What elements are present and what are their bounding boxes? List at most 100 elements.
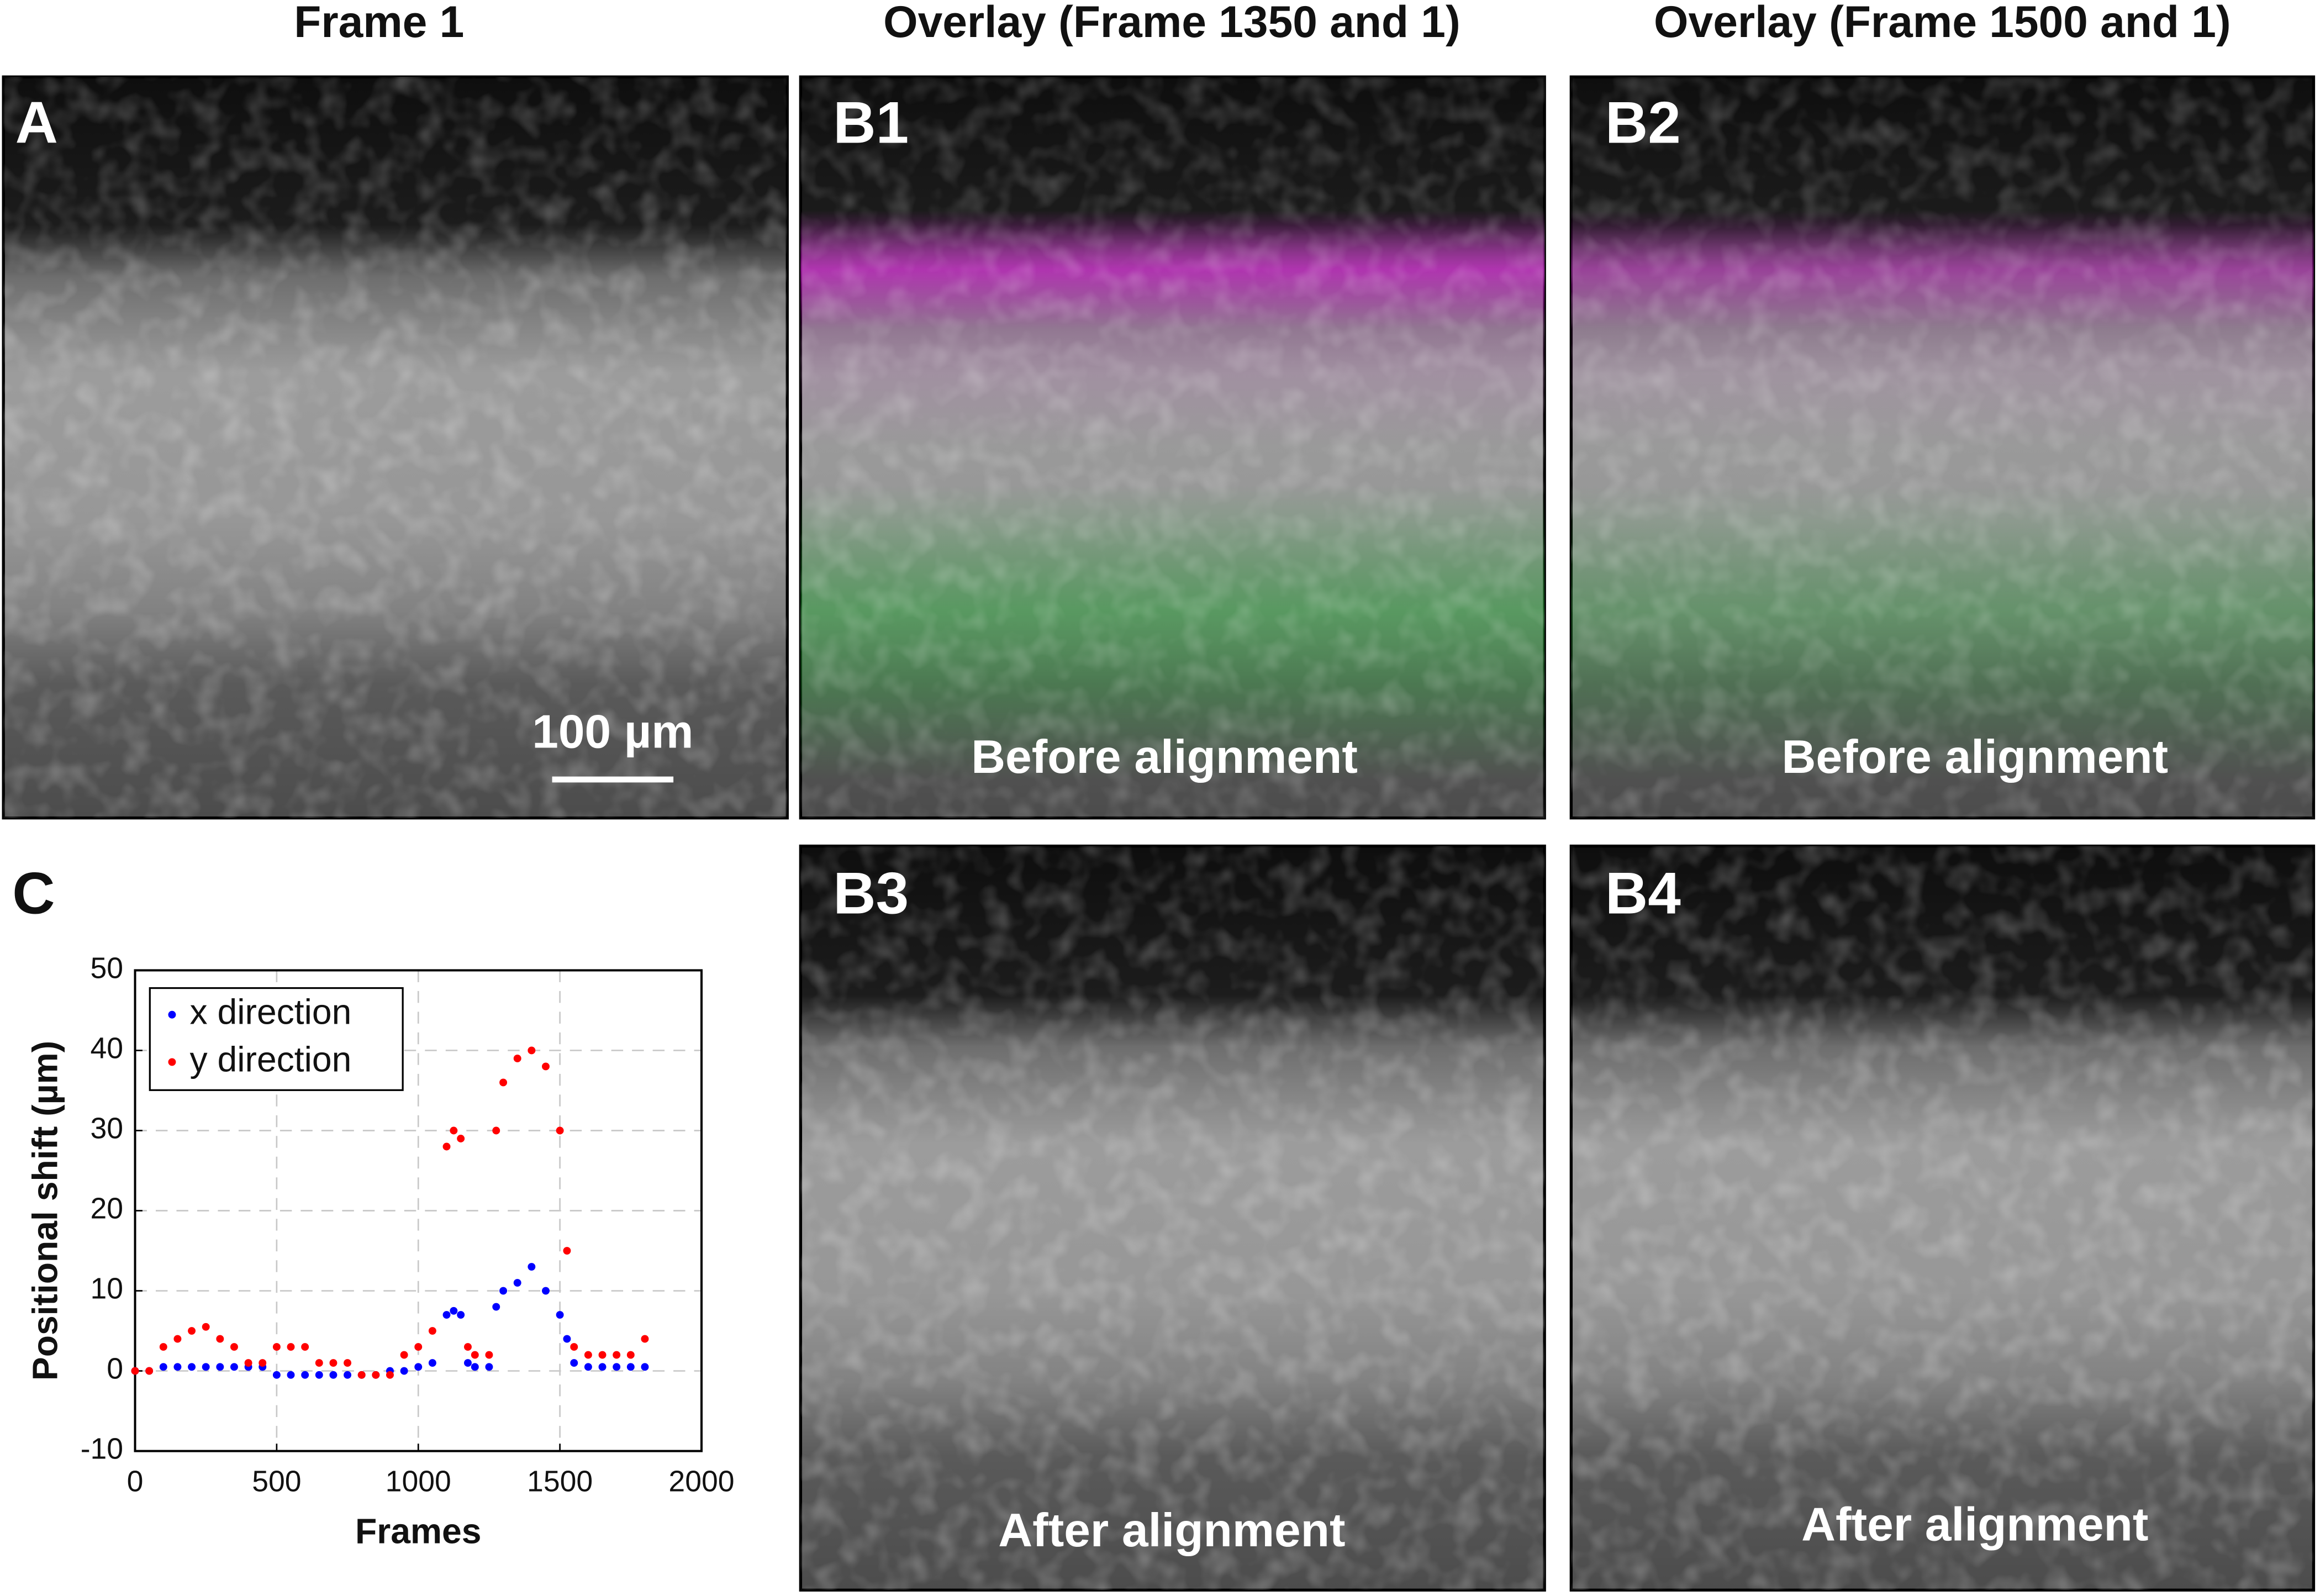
point <box>173 1335 182 1343</box>
point <box>315 1371 323 1379</box>
point <box>499 1287 508 1295</box>
point <box>344 1359 352 1367</box>
column-title: Overlay (Frame 1500 and 1) <box>1654 0 2231 47</box>
point <box>570 1343 578 1351</box>
point <box>202 1363 210 1371</box>
point <box>442 1311 451 1319</box>
panel-a: A 100 µm <box>2 75 789 820</box>
point <box>528 1046 536 1055</box>
x-tick-label: 500 <box>252 1466 301 1498</box>
caption: Before alignment <box>1781 730 2168 783</box>
point <box>556 1311 564 1319</box>
point <box>301 1343 309 1351</box>
point <box>641 1363 649 1371</box>
point <box>372 1371 380 1379</box>
point <box>344 1371 352 1379</box>
point <box>400 1351 408 1359</box>
point <box>244 1359 252 1367</box>
panel-label: C <box>12 860 55 926</box>
x-tick-label: 1000 <box>386 1466 451 1498</box>
point <box>513 1279 521 1287</box>
plot-frame <box>134 969 703 1452</box>
legend-marker <box>168 1010 176 1019</box>
point <box>145 1367 154 1375</box>
panel-b1: B1 Before alignment <box>799 75 1546 820</box>
point <box>471 1363 479 1371</box>
image-texture <box>800 77 1545 818</box>
point <box>272 1371 281 1379</box>
point <box>159 1363 167 1371</box>
scale-bar-label: 100 µm <box>532 705 693 758</box>
point <box>287 1343 295 1351</box>
y-tick-label: -10 <box>81 1433 123 1466</box>
point <box>131 1367 139 1375</box>
point <box>287 1371 295 1379</box>
point <box>613 1351 621 1359</box>
column-title: Overlay (Frame 1350 and 1) <box>883 0 1460 47</box>
point <box>301 1371 309 1379</box>
x-tick-label: 1500 <box>527 1466 593 1498</box>
point <box>584 1351 592 1359</box>
point <box>442 1142 451 1151</box>
panel-label: A <box>15 89 58 156</box>
y-tick-label: 10 <box>91 1273 124 1305</box>
point <box>471 1351 479 1359</box>
x-tick-label: 0 <box>127 1466 144 1498</box>
x-axis-label: Frames <box>355 1511 482 1551</box>
point <box>216 1335 224 1343</box>
point <box>485 1351 493 1359</box>
point <box>626 1363 635 1371</box>
point <box>457 1311 465 1319</box>
caption: After alignment <box>998 1504 1345 1557</box>
point <box>641 1335 649 1343</box>
point <box>428 1327 436 1335</box>
point <box>563 1335 571 1343</box>
image-texture <box>1571 846 2314 1590</box>
point <box>329 1371 338 1379</box>
y-tick-label: 40 <box>91 1033 124 1065</box>
point <box>173 1363 182 1371</box>
point <box>386 1371 394 1379</box>
point <box>499 1078 508 1087</box>
point <box>513 1054 521 1062</box>
panel-label: B3 <box>833 860 909 926</box>
point <box>188 1363 196 1371</box>
point <box>259 1359 267 1367</box>
point <box>272 1343 281 1351</box>
legend-box <box>149 987 404 1091</box>
point <box>626 1351 635 1359</box>
point <box>570 1359 578 1367</box>
point <box>216 1363 224 1371</box>
point <box>485 1363 493 1371</box>
y-axis-label: Positional shift (µm) <box>25 1041 65 1381</box>
point <box>528 1263 536 1271</box>
point <box>584 1363 592 1371</box>
point <box>464 1359 472 1367</box>
panel-label: B2 <box>1605 89 1681 156</box>
image-texture <box>1571 77 2314 818</box>
point <box>450 1126 458 1135</box>
panel-b2: B2 Before alignment <box>1569 75 2316 820</box>
panel-b4: B4 After alignment <box>1569 844 2316 1592</box>
point <box>457 1135 465 1142</box>
legend-label: x direction <box>190 992 352 1032</box>
point <box>492 1303 500 1311</box>
y-tick-label: 0 <box>107 1353 123 1386</box>
y-tick-label: 50 <box>91 952 124 985</box>
point <box>188 1327 196 1335</box>
point <box>464 1343 472 1351</box>
caption: Before alignment <box>971 730 1358 783</box>
point <box>357 1371 366 1379</box>
point <box>315 1359 323 1367</box>
point <box>202 1323 210 1331</box>
point <box>542 1062 550 1071</box>
y-tick-label: 30 <box>91 1113 124 1145</box>
point <box>598 1363 607 1371</box>
point <box>230 1363 238 1371</box>
panel-label: B4 <box>1605 860 1681 926</box>
panel-label: B1 <box>833 89 909 156</box>
point <box>492 1126 500 1135</box>
point <box>159 1343 167 1351</box>
